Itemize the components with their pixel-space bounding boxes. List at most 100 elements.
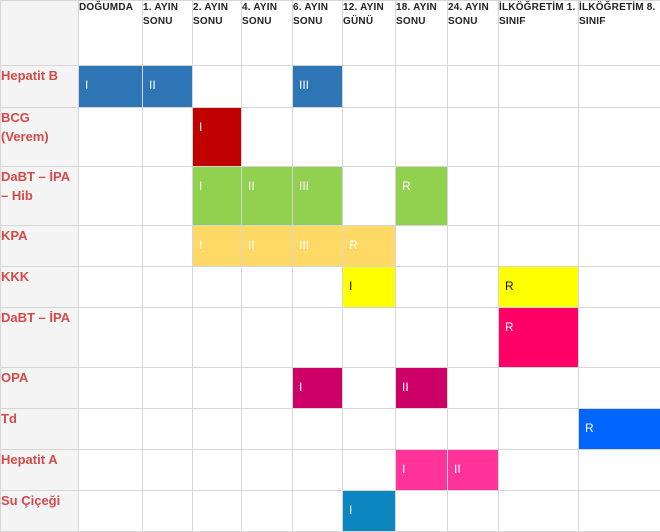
schedule-cell — [79, 108, 143, 167]
schedule-cell — [448, 267, 499, 308]
schedule-cell: I — [193, 167, 242, 226]
schedule-cell — [499, 167, 579, 226]
schedule-cell — [293, 308, 343, 368]
dose-label: R — [585, 421, 594, 435]
dose-label: R — [349, 238, 358, 252]
dose-label: III — [299, 238, 309, 252]
dose-marker: R — [343, 226, 395, 266]
dose-marker: R — [579, 409, 660, 449]
schedule-cell — [499, 450, 579, 491]
dose-label: I — [85, 78, 88, 92]
schedule-cell: R — [579, 409, 660, 450]
schedule-cell — [499, 226, 579, 267]
dose-label: I — [349, 279, 352, 293]
dose-label: I — [199, 179, 202, 193]
vaccine-name: KPA — [1, 226, 79, 267]
schedule-cell — [242, 308, 293, 368]
schedule-cell — [242, 450, 293, 491]
dose-label: R — [402, 179, 411, 193]
column-header: İLKÖĞRETİM 8. SINIF — [579, 1, 660, 66]
schedule-cell — [343, 108, 396, 167]
dose-marker: II — [143, 66, 192, 107]
column-header: 12. AYIN GÜNÜ — [343, 1, 396, 66]
schedule-cell — [343, 450, 396, 491]
schedule-cell — [143, 409, 193, 450]
schedule-cell — [193, 368, 242, 409]
schedule-cell — [143, 491, 193, 532]
schedule-cell — [143, 167, 193, 226]
column-header: 18. AYIN SONU — [396, 1, 448, 66]
schedule-cell — [143, 368, 193, 409]
schedule-cell — [193, 267, 242, 308]
schedule-cell: R — [343, 226, 396, 267]
dose-label: III — [299, 179, 309, 193]
dose-label: II — [248, 179, 255, 193]
schedule-cell — [448, 167, 499, 226]
column-header: DOĞUMDA — [79, 1, 143, 66]
dose-label: I — [299, 380, 302, 394]
schedule-cell — [293, 409, 343, 450]
schedule-cell — [193, 491, 242, 532]
schedule-cell — [396, 226, 448, 267]
schedule-cell — [579, 108, 660, 167]
schedule-cell — [293, 491, 343, 532]
schedule-cell — [242, 66, 293, 108]
schedule-cell — [293, 450, 343, 491]
schedule-cell — [579, 267, 660, 308]
schedule-cell — [193, 308, 242, 368]
schedule-cell — [143, 267, 193, 308]
dose-marker: R — [499, 267, 578, 307]
schedule-cell: III — [293, 167, 343, 226]
schedule-cell: II — [448, 450, 499, 491]
schedule-cell: R — [499, 308, 579, 368]
dose-marker: I — [193, 167, 241, 225]
schedule-cell — [79, 167, 143, 226]
schedule-cell — [343, 308, 396, 368]
dose-marker: III — [293, 66, 342, 107]
schedule-cell — [293, 108, 343, 167]
schedule-cell — [448, 66, 499, 108]
schedule-cell — [79, 226, 143, 267]
dose-marker: II — [242, 226, 292, 266]
schedule-cell: I — [79, 66, 143, 108]
schedule-cell — [242, 409, 293, 450]
dose-label: I — [402, 462, 405, 476]
schedule-cell — [448, 409, 499, 450]
vaccine-name: DaBT – İPA — [1, 308, 79, 368]
schedule-cell: II — [143, 66, 193, 108]
schedule-cell — [579, 226, 660, 267]
schedule-cell — [448, 108, 499, 167]
dose-label: II — [402, 380, 409, 394]
schedule-cell — [499, 409, 579, 450]
schedule-cell — [499, 66, 579, 108]
dose-marker: III — [293, 167, 342, 225]
schedule-cell — [579, 368, 660, 409]
dose-marker: I — [396, 450, 447, 490]
column-header: İLKÖĞRETİM 1. SINIF — [499, 1, 579, 66]
column-header: 4. AYIN SONU — [242, 1, 293, 66]
column-header: 1. AYIN SONU — [143, 1, 193, 66]
schedule-cell — [579, 167, 660, 226]
column-header: 6. AYIN SONU — [293, 1, 343, 66]
schedule-cell — [396, 66, 448, 108]
schedule-cell — [79, 409, 143, 450]
dose-marker: R — [396, 167, 447, 225]
schedule-cell: II — [396, 368, 448, 409]
dose-marker: III — [293, 226, 342, 266]
schedule-cell — [448, 368, 499, 409]
schedule-cell — [499, 108, 579, 167]
schedule-cell: I — [396, 450, 448, 491]
dose-marker: R — [499, 308, 578, 367]
schedule-cell — [343, 368, 396, 409]
schedule-cell — [79, 308, 143, 368]
schedule-cell — [396, 308, 448, 368]
dose-marker: I — [193, 226, 241, 266]
